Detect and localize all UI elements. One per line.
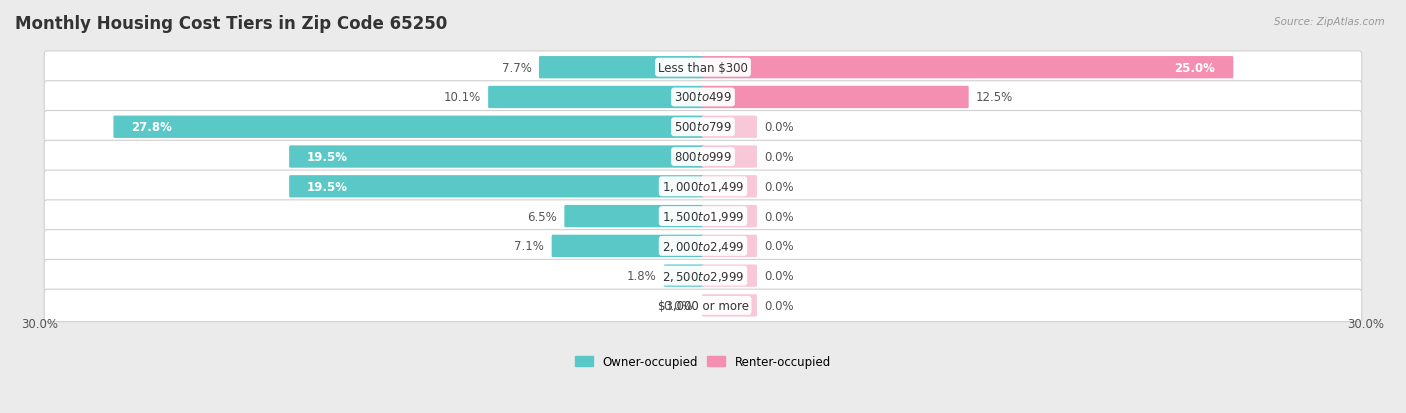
FancyBboxPatch shape xyxy=(702,294,756,317)
FancyBboxPatch shape xyxy=(44,52,1362,84)
FancyBboxPatch shape xyxy=(44,290,1362,322)
FancyBboxPatch shape xyxy=(290,146,704,168)
Text: $2,500 to $2,999: $2,500 to $2,999 xyxy=(662,269,744,283)
FancyBboxPatch shape xyxy=(702,265,756,287)
FancyBboxPatch shape xyxy=(664,265,704,287)
FancyBboxPatch shape xyxy=(702,87,969,109)
Text: 30.0%: 30.0% xyxy=(1347,317,1385,330)
FancyBboxPatch shape xyxy=(44,81,1362,114)
Text: 0.0%: 0.0% xyxy=(662,299,692,312)
FancyBboxPatch shape xyxy=(702,116,756,139)
FancyBboxPatch shape xyxy=(114,116,704,139)
FancyBboxPatch shape xyxy=(44,200,1362,233)
FancyBboxPatch shape xyxy=(702,146,756,168)
Text: $500 to $799: $500 to $799 xyxy=(673,121,733,134)
FancyBboxPatch shape xyxy=(702,235,756,257)
Text: $1,000 to $1,499: $1,000 to $1,499 xyxy=(662,180,744,194)
Text: $3,000 or more: $3,000 or more xyxy=(658,299,748,312)
FancyBboxPatch shape xyxy=(44,111,1362,144)
Text: 19.5%: 19.5% xyxy=(307,151,349,164)
Text: 0.0%: 0.0% xyxy=(765,210,794,223)
FancyBboxPatch shape xyxy=(538,57,704,79)
Text: 0.0%: 0.0% xyxy=(765,180,794,193)
FancyBboxPatch shape xyxy=(44,171,1362,203)
Text: 0.0%: 0.0% xyxy=(765,269,794,282)
Legend: Owner-occupied, Renter-occupied: Owner-occupied, Renter-occupied xyxy=(571,351,835,373)
FancyBboxPatch shape xyxy=(44,260,1362,292)
Text: $300 to $499: $300 to $499 xyxy=(673,91,733,104)
FancyBboxPatch shape xyxy=(702,176,756,198)
Text: 25.0%: 25.0% xyxy=(1174,62,1215,74)
FancyBboxPatch shape xyxy=(44,141,1362,173)
Text: 27.8%: 27.8% xyxy=(131,121,173,134)
Text: 7.7%: 7.7% xyxy=(502,62,531,74)
FancyBboxPatch shape xyxy=(290,176,704,198)
Text: $2,000 to $2,499: $2,000 to $2,499 xyxy=(662,239,744,253)
FancyBboxPatch shape xyxy=(44,230,1362,262)
FancyBboxPatch shape xyxy=(488,87,704,109)
Text: 12.5%: 12.5% xyxy=(976,91,1014,104)
Text: 10.1%: 10.1% xyxy=(443,91,481,104)
Text: Source: ZipAtlas.com: Source: ZipAtlas.com xyxy=(1274,17,1385,26)
Text: 7.1%: 7.1% xyxy=(515,240,544,253)
Text: 30.0%: 30.0% xyxy=(21,317,59,330)
FancyBboxPatch shape xyxy=(702,205,756,228)
Text: 0.0%: 0.0% xyxy=(765,240,794,253)
FancyBboxPatch shape xyxy=(564,205,704,228)
Text: Less than $300: Less than $300 xyxy=(658,62,748,74)
Text: 0.0%: 0.0% xyxy=(765,121,794,134)
Text: $800 to $999: $800 to $999 xyxy=(673,151,733,164)
Text: 0.0%: 0.0% xyxy=(765,151,794,164)
Text: 6.5%: 6.5% xyxy=(527,210,557,223)
Text: $1,500 to $1,999: $1,500 to $1,999 xyxy=(662,209,744,223)
FancyBboxPatch shape xyxy=(551,235,704,257)
Text: 1.8%: 1.8% xyxy=(627,269,657,282)
Text: Monthly Housing Cost Tiers in Zip Code 65250: Monthly Housing Cost Tiers in Zip Code 6… xyxy=(15,15,447,33)
Text: 19.5%: 19.5% xyxy=(307,180,349,193)
Text: 0.0%: 0.0% xyxy=(765,299,794,312)
FancyBboxPatch shape xyxy=(702,57,1233,79)
